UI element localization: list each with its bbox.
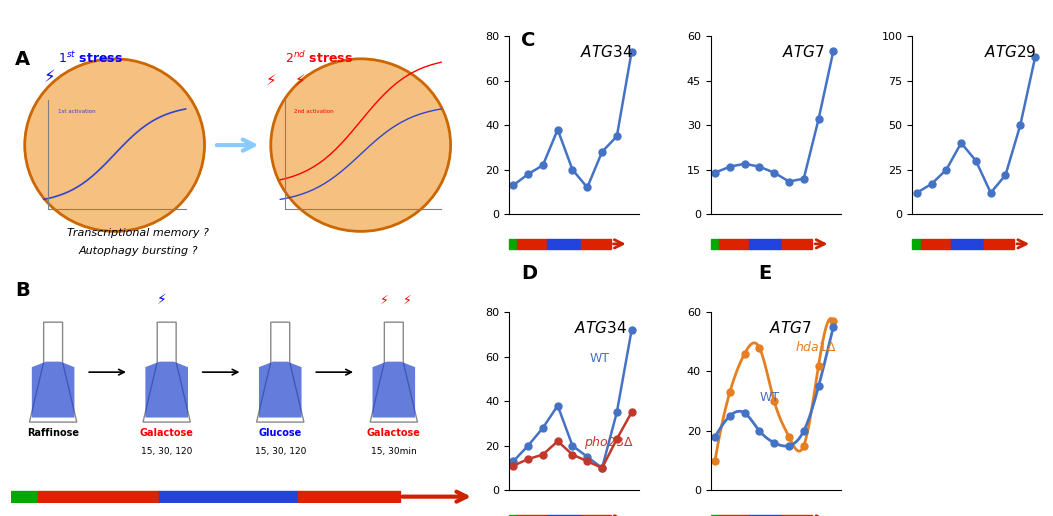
Text: 2nd activation: 2nd activation (295, 109, 334, 115)
Bar (711, 515, 719, 516)
Bar (782, 239, 812, 249)
Polygon shape (145, 362, 188, 417)
Ellipse shape (24, 59, 204, 231)
Bar (38, 491, 159, 502)
Text: B: B (15, 281, 31, 300)
Text: $\bf{\it{ATG7}}$: $\bf{\it{ATG7}}$ (782, 44, 824, 60)
Bar (749, 515, 782, 516)
Text: ⚡: ⚡ (266, 72, 277, 87)
Text: 1st activation: 1st activation (58, 109, 96, 115)
Ellipse shape (271, 59, 451, 231)
Text: ⚡: ⚡ (380, 294, 389, 307)
Bar (509, 515, 517, 516)
Bar (11, 491, 38, 502)
Text: $\bf{\it{ATG7}}$: $\bf{\it{ATG7}}$ (769, 320, 812, 336)
Text: $\bf{\it{ATG29}}$: $\bf{\it{ATG29}}$ (984, 44, 1036, 60)
Polygon shape (32, 362, 75, 417)
Text: $\bf{\it{ATG34}}$: $\bf{\it{ATG34}}$ (574, 320, 627, 336)
Text: Transcriptional memory ?: Transcriptional memory ? (67, 228, 210, 238)
Text: $1^{st}$ stress: $1^{st}$ stress (58, 50, 123, 66)
Text: $\bf{\it{ATG34}}$: $\bf{\it{ATG34}}$ (580, 44, 633, 60)
Text: ⚡: ⚡ (157, 293, 167, 307)
Text: Galactose: Galactose (140, 428, 194, 438)
Text: $2^{nd}$ stress: $2^{nd}$ stress (285, 50, 353, 66)
Bar (920, 239, 951, 249)
Text: WT: WT (760, 391, 780, 404)
Text: ⚡: ⚡ (295, 72, 305, 87)
Text: Raffinose: Raffinose (27, 428, 79, 438)
Text: E: E (758, 264, 772, 283)
Text: C: C (521, 31, 536, 51)
Text: D: D (521, 264, 537, 283)
Polygon shape (259, 362, 301, 417)
Bar (517, 239, 548, 249)
Text: 15, 30min: 15, 30min (371, 447, 417, 456)
Bar (782, 515, 812, 516)
Text: Autophagy bursting ?: Autophagy bursting ? (79, 246, 198, 256)
Bar (517, 515, 548, 516)
Text: A: A (15, 50, 31, 69)
Bar (719, 239, 749, 249)
Bar (719, 515, 749, 516)
Polygon shape (257, 322, 304, 422)
Polygon shape (373, 362, 415, 417)
Bar (985, 239, 1014, 249)
Bar (711, 239, 719, 249)
Polygon shape (29, 322, 77, 422)
Text: $hda1\Delta$: $hda1\Delta$ (795, 341, 837, 354)
Text: Galactose: Galactose (366, 428, 421, 438)
Text: $pho23\Delta$: $pho23\Delta$ (584, 433, 634, 450)
Bar (548, 239, 580, 249)
Text: WT: WT (590, 352, 610, 365)
Text: ⚡: ⚡ (43, 68, 55, 86)
Text: 15, 30, 120: 15, 30, 120 (255, 447, 306, 456)
Bar (159, 491, 298, 502)
Bar (749, 239, 782, 249)
Text: ⚡: ⚡ (403, 294, 412, 307)
Bar (580, 515, 611, 516)
Polygon shape (371, 322, 417, 422)
Text: 15, 30, 120: 15, 30, 120 (141, 447, 193, 456)
Polygon shape (143, 322, 191, 422)
Bar (580, 239, 611, 249)
Bar (548, 515, 580, 516)
Bar (951, 239, 985, 249)
Bar (509, 239, 517, 249)
Bar (912, 239, 920, 249)
Bar (298, 491, 400, 502)
Text: Glucose: Glucose (259, 428, 302, 438)
